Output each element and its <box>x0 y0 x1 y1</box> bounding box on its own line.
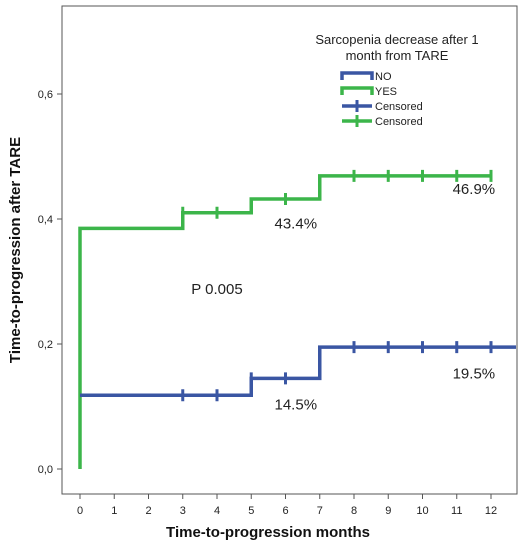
annotation-label: 46.9% <box>453 181 496 198</box>
x-axis-title: Time-to-progression months <box>166 524 370 541</box>
x-tick-label: 0 <box>77 505 83 517</box>
series-line-yes <box>78 174 491 469</box>
legend-label: YES <box>375 86 397 98</box>
plot-frame <box>61 5 518 495</box>
x-tick-label: 7 <box>317 505 323 517</box>
x-tick-label: 5 <box>248 505 254 517</box>
annotation-label: P 0.005 <box>191 281 242 298</box>
legend-title: Sarcopenia decrease after 1 <box>315 32 478 47</box>
x-tick-label: 10 <box>416 505 428 517</box>
y-tick-label: 0,2 <box>38 339 53 351</box>
legend-title: month from TARE <box>346 48 449 63</box>
x-tick-label: 9 <box>385 505 391 517</box>
legend-swatch-line <box>340 71 374 80</box>
legend-label: Censored <box>375 116 423 128</box>
annotation-label: 19.5% <box>453 365 496 382</box>
y-tick-label: 0,4 <box>38 214 53 226</box>
y-axis-title: Time-to-progression after TARE <box>7 137 24 363</box>
x-tick-label: 1 <box>111 505 117 517</box>
x-tick-label: 8 <box>351 505 357 517</box>
legend-label: NO <box>375 71 392 83</box>
annotation-label: 43.4% <box>275 215 318 232</box>
legend-entry: NO <box>340 71 392 83</box>
y-tick-label: 0,6 <box>38 89 53 101</box>
x-tick-label: 3 <box>180 505 186 517</box>
x-tick-label: 6 <box>282 505 288 517</box>
legend-entry: Censored <box>342 115 423 128</box>
legend-swatch-line <box>340 86 374 95</box>
x-tick-label: 4 <box>214 505 220 517</box>
legend-label: Censored <box>375 101 423 113</box>
x-tick-label: 2 <box>145 505 151 517</box>
x-tick-label: 11 <box>451 505 462 517</box>
legend-entry: Censored <box>342 100 423 113</box>
legend-entry: YES <box>340 86 397 98</box>
y-tick-label: 0,0 <box>38 464 53 476</box>
annotation-label: 14.5% <box>275 397 318 414</box>
x-tick-label: 12 <box>485 505 497 517</box>
